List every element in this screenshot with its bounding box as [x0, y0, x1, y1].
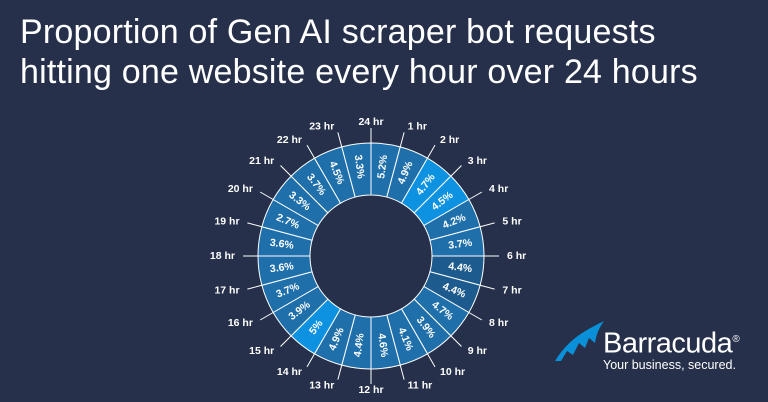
hour-label-7: 7 hr: [502, 285, 521, 297]
leader-line-1: [399, 132, 405, 147]
donut-segments: [257, 142, 485, 370]
leader-line-13: [337, 365, 343, 380]
hour-label-20: 20 hr: [228, 183, 253, 195]
hour-label-22: 22 hr: [277, 134, 302, 146]
leader-line-5: [480, 222, 495, 228]
brand-tagline: Your business, secured.: [603, 358, 736, 372]
hour-label-24: 24 hr: [358, 116, 383, 128]
leader-line-10: [427, 353, 436, 368]
chart-title-line-1: Proportion of Gen AI scraper bot request…: [20, 13, 656, 51]
brand-logo: Barracuda® Your business, secured.: [553, 318, 753, 378]
hour-label-11: 11 hr: [408, 379, 433, 391]
hour-label-12: 12 hr: [358, 384, 383, 396]
hour-label-14: 14 hr: [277, 366, 302, 378]
hour-label-18: 18 hr: [210, 250, 235, 262]
leader-line-20: [259, 191, 274, 200]
value-label-12: 4.6%: [375, 333, 390, 359]
hour-label-3: 3 hr: [468, 155, 487, 167]
hour-label-4: 4 hr: [489, 183, 508, 195]
hour-label-19: 19 hr: [214, 215, 239, 227]
hour-label-23: 23 hr: [309, 121, 334, 133]
value-label-13: 4.4%: [352, 332, 367, 358]
leader-line-15: [280, 335, 292, 347]
value-label-18: 3.6%: [269, 260, 295, 275]
hour-label-13: 13 hr: [309, 379, 334, 391]
chart-title: Proportion of Gen AI scraper bot request…: [20, 12, 760, 92]
barracuda-fin-icon: [555, 321, 604, 361]
leader-line-9: [450, 335, 462, 347]
chart-title-line-2: hitting one website every hour over 24 h…: [20, 53, 698, 91]
value-label-7: 4.4%: [448, 260, 474, 275]
value-label-6: 3.7%: [448, 237, 474, 252]
leader-line-14: [306, 353, 315, 368]
leader-line-21: [280, 165, 292, 177]
leader-line-23: [337, 132, 343, 147]
leader-line-8: [468, 312, 483, 321]
leader-line-17: [247, 284, 262, 290]
hour-label-6: 6 hr: [507, 250, 526, 262]
leader-line-22: [306, 144, 315, 159]
hour-label-8: 8 hr: [489, 317, 508, 329]
leader-line-4: [468, 191, 483, 200]
hour-label-5: 5 hr: [502, 215, 521, 227]
leader-line-19: [247, 222, 262, 228]
leader-line-2: [427, 144, 436, 159]
brand-name: Barracuda®: [603, 327, 740, 360]
hour-label-21: 21 hr: [249, 155, 274, 167]
value-label-1: 5.2%: [375, 153, 390, 179]
hour-label-10: 10 hr: [440, 366, 465, 378]
leader-line-16: [259, 312, 274, 321]
hour-label-1: 1 hr: [408, 121, 427, 133]
leader-line-11: [399, 365, 405, 380]
leader-line-7: [480, 284, 495, 290]
value-label-24: 3.3%: [352, 154, 367, 180]
hour-label-2: 2 hr: [440, 134, 459, 146]
hour-label-15: 15 hr: [249, 345, 274, 357]
donut-segment-24: [341, 142, 372, 198]
hour-label-16: 16 hr: [228, 317, 253, 329]
leader-line-3: [450, 165, 462, 177]
hour-label-17: 17 hr: [214, 285, 239, 297]
value-label-19: 3.6%: [269, 237, 295, 252]
hour-label-9: 9 hr: [468, 345, 487, 357]
hour-leader-lines: [243, 128, 499, 384]
